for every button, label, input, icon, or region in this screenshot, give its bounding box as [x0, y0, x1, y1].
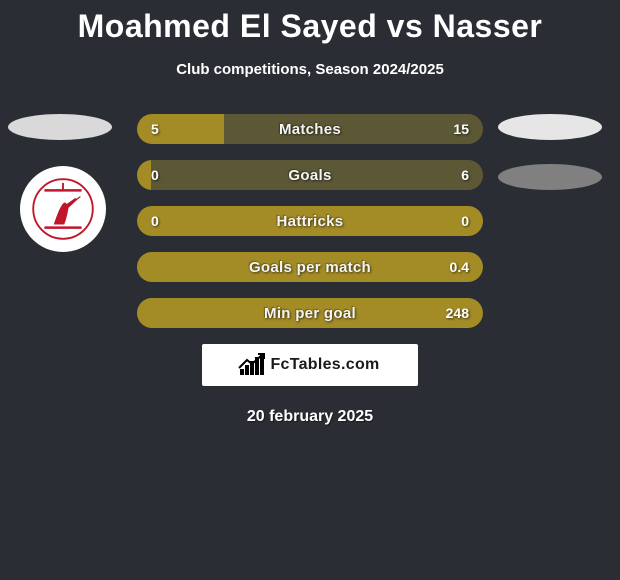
stat-label: Goals per match: [137, 252, 483, 282]
branding-text: FcTables.com: [270, 356, 379, 374]
stat-bars: 515Matches 06Goals 00Hattricks 0.4Goals per…: [137, 114, 483, 328]
stat-label: Min per goal: [137, 298, 483, 328]
date-text: 20 february 2025: [0, 408, 620, 426]
chart-area: 515Matches 06Goals 00Hattricks 0.4Goals per…: [0, 114, 620, 328]
stat-label: Goals: [137, 160, 483, 190]
chart-arrow-icon: [238, 353, 266, 371]
branding-badge: FcTables.com: [202, 344, 418, 386]
page-title: Moahmed El Sayed vs Nasser: [0, 0, 620, 45]
stat-row: 0.4Goals per match: [137, 252, 483, 282]
club-logo-icon: [32, 178, 94, 240]
stat-label: Matches: [137, 114, 483, 144]
right-player-oval-1: [498, 114, 602, 140]
right-player-oval-2: [498, 164, 602, 190]
stat-row: 515Matches: [137, 114, 483, 144]
comparison-infographic: Moahmed El Sayed vs Nasser Club competit…: [0, 0, 620, 580]
stat-row: 248Min per goal: [137, 298, 483, 328]
stat-label: Hattricks: [137, 206, 483, 236]
subtitle: Club competitions, Season 2024/2025: [0, 61, 620, 78]
chart-icon: [240, 355, 264, 375]
stat-row: 00Hattricks: [137, 206, 483, 236]
left-player-oval: [8, 114, 112, 140]
left-player-club-badge: [20, 166, 106, 252]
stat-row: 06Goals: [137, 160, 483, 190]
